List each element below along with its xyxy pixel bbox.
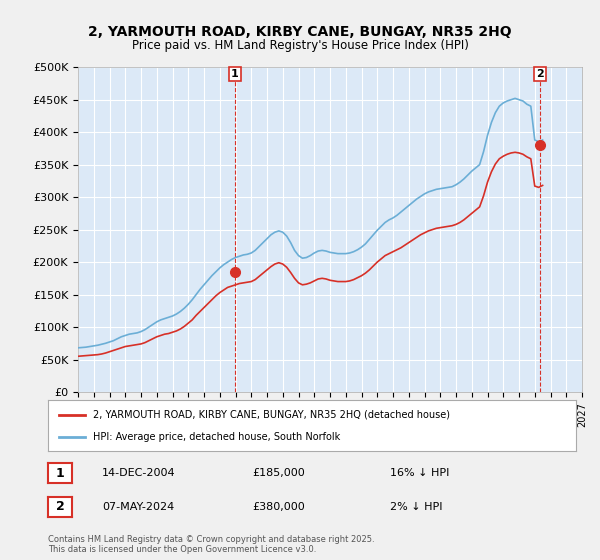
- Text: 2, YARMOUTH ROAD, KIRBY CANE, BUNGAY, NR35 2HQ (detached house): 2, YARMOUTH ROAD, KIRBY CANE, BUNGAY, NR…: [93, 409, 450, 419]
- Text: 1: 1: [231, 69, 239, 79]
- Text: 2: 2: [536, 69, 544, 79]
- Text: £380,000: £380,000: [252, 502, 305, 512]
- Text: 07-MAY-2024: 07-MAY-2024: [102, 502, 174, 512]
- Text: 1: 1: [56, 466, 64, 480]
- Text: 2: 2: [56, 500, 64, 514]
- Text: HPI: Average price, detached house, South Norfolk: HPI: Average price, detached house, Sout…: [93, 432, 340, 442]
- Text: £185,000: £185,000: [252, 468, 305, 478]
- Text: 2, YARMOUTH ROAD, KIRBY CANE, BUNGAY, NR35 2HQ: 2, YARMOUTH ROAD, KIRBY CANE, BUNGAY, NR…: [88, 25, 512, 39]
- Text: Price paid vs. HM Land Registry's House Price Index (HPI): Price paid vs. HM Land Registry's House …: [131, 39, 469, 52]
- Text: 14-DEC-2004: 14-DEC-2004: [102, 468, 176, 478]
- Text: Contains HM Land Registry data © Crown copyright and database right 2025.
This d: Contains HM Land Registry data © Crown c…: [48, 535, 374, 554]
- Text: 16% ↓ HPI: 16% ↓ HPI: [390, 468, 449, 478]
- Text: 2% ↓ HPI: 2% ↓ HPI: [390, 502, 443, 512]
